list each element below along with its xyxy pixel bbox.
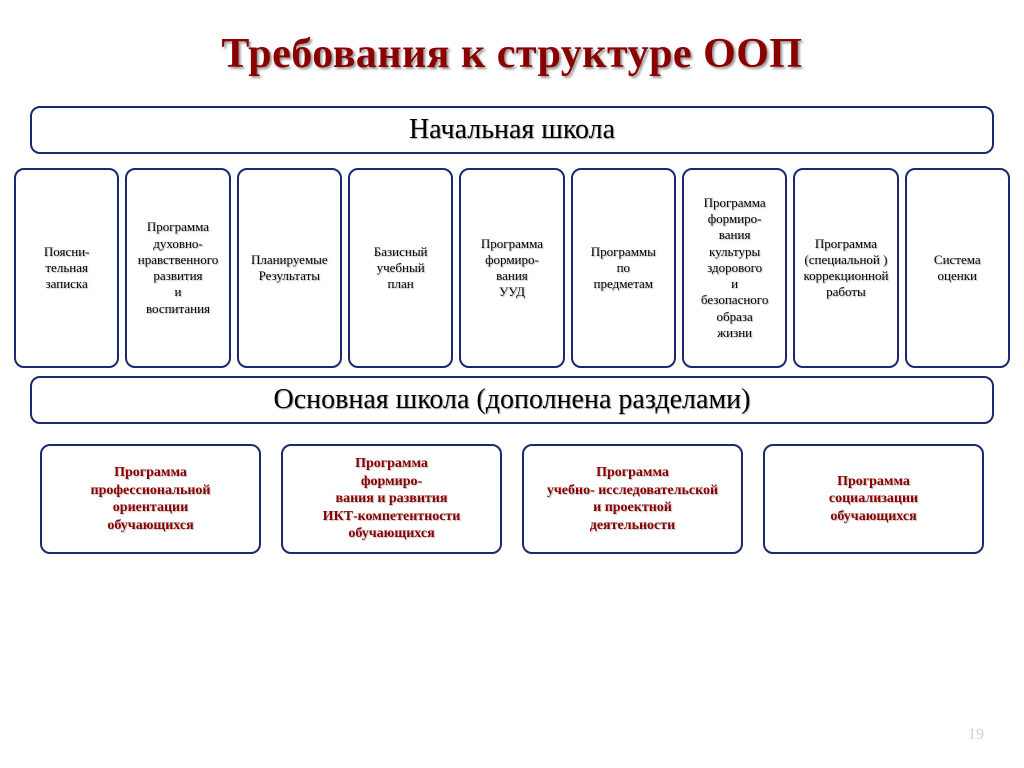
box-ict-competence: Программа формиро- вания и развития ИКТ-…	[281, 444, 502, 554]
box-professional-orientation: Программа профессиональной ориентации об…	[40, 444, 261, 554]
row-secondary-boxes: Программа профессиональной ориентации об…	[40, 444, 984, 554]
box-moral-development: Программа духовно- нравственного развити…	[125, 168, 230, 368]
box-basic-curriculum: Базисный учебный план	[348, 168, 453, 368]
box-research-project: Программа учебно- исследовательской и пр…	[522, 444, 743, 554]
section-header-secondary: Основная школа (дополнена разделами)	[30, 376, 994, 424]
box-planned-results: Планируемые Результаты	[237, 168, 342, 368]
box-uud-program: Программа формиро- вания УУД	[459, 168, 564, 368]
box-healthy-lifestyle: Программа формиро- вания культуры здоров…	[682, 168, 787, 368]
section-header-primary: Начальная школа	[30, 106, 994, 154]
page-number: 19	[968, 726, 984, 744]
box-correctional-work: Программа (специальной ) коррекционной р…	[793, 168, 898, 368]
box-subject-programs: Программы по предметам	[571, 168, 676, 368]
box-explanatory-note: Поясни- тельная записка	[14, 168, 119, 368]
slide-title: Требования к структуре ООП	[0, 0, 1024, 98]
row-primary-boxes: Поясни- тельная записка Программа духовн…	[14, 168, 1010, 368]
box-socialization: Программа социализации обучающихся	[763, 444, 984, 554]
box-assessment-system: Система оценки	[905, 168, 1010, 368]
